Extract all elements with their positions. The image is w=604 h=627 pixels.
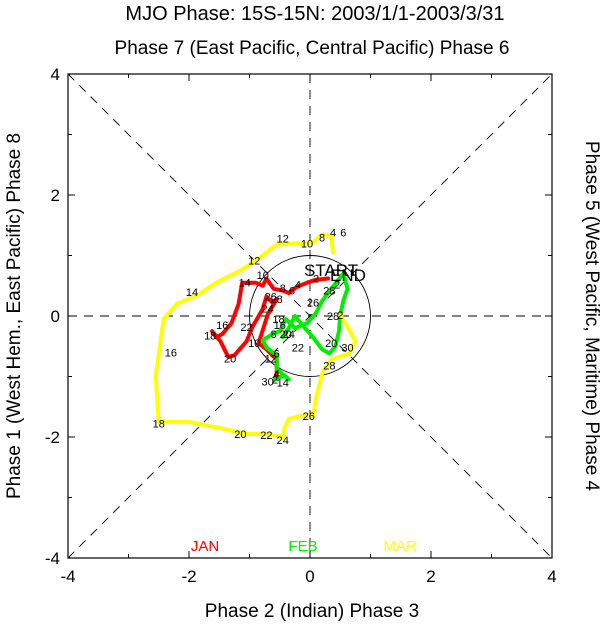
day-label-feb: 18 — [272, 314, 284, 326]
x-tick-label: 0 — [305, 567, 314, 586]
day-label-jan: 14 — [239, 278, 251, 290]
day-label-feb: 14 — [277, 378, 289, 390]
day-label-mar: 6 — [340, 228, 346, 240]
day-label-jan: 8 — [280, 283, 286, 295]
day-label-mar: 20 — [234, 429, 246, 441]
day-label-mar: 30 — [341, 343, 353, 355]
series-layer — [153, 232, 358, 439]
y-axis-label-right: Phase 5 (West Pacific, Maritime) Phase 4 — [581, 141, 602, 492]
x-tick-label: 4 — [547, 567, 556, 586]
diagonal-line-falling — [67, 73, 553, 559]
x-axis-ticks: -4 -2 0 2 4 — [60, 74, 557, 586]
legend: JAN FEB MAR — [191, 538, 417, 555]
day-label-jan: 12 — [248, 255, 260, 267]
day-label-feb: 16 — [274, 320, 286, 332]
x-tick-label: -2 — [181, 567, 196, 586]
day-label-mar: 28 — [327, 311, 339, 323]
day-label-mar: 20 — [325, 338, 337, 350]
phase-dividers — [67, 73, 553, 559]
plot-area: 2468101214161820222426283024681012141618… — [67, 73, 553, 559]
day-label-feb: 2 — [334, 280, 340, 292]
day-label-mar: 8 — [319, 232, 325, 244]
chart-title: MJO Phase: 15S-15N: 2003/1/1-2003/3/31 — [125, 3, 504, 25]
day-label-mar: 10 — [301, 238, 313, 250]
day-label-jan: 20 — [224, 353, 236, 365]
day-label-feb: 22 — [292, 343, 304, 355]
day-label-jan: 16 — [216, 320, 228, 332]
day-label-jan: 18 — [204, 330, 216, 342]
day-label-jan: 2 — [313, 274, 319, 286]
y-tick-label: 4 — [51, 65, 60, 84]
day-label-mar: 28 — [323, 361, 335, 373]
y-tick-label: 0 — [51, 307, 60, 326]
day-label-mar: 12 — [277, 234, 289, 246]
series-line-feb — [260, 271, 350, 382]
day-label-mar: 2 — [337, 310, 343, 322]
day-label-layer: 2468101214161820222426283024681012141618… — [153, 228, 354, 448]
y-tick-label: -4 — [45, 549, 60, 568]
day-label-jan: 4 — [295, 280, 301, 292]
day-label-feb: 20 — [280, 329, 292, 341]
day-label-mar: 16 — [165, 347, 177, 359]
legend-feb: FEB — [288, 538, 317, 555]
day-label-jan: 24 — [261, 304, 273, 316]
day-label-jan: 10 — [257, 270, 269, 282]
day-label-feb: 10 — [248, 338, 260, 350]
day-label-feb: 4 — [274, 369, 280, 381]
day-label-feb: 12 — [265, 353, 277, 365]
day-label-jan: 26 — [265, 292, 277, 304]
top-phase-label: Phase 7 (East Pacific, Central Pacific) … — [115, 38, 510, 59]
day-label-mar: 18 — [153, 419, 165, 431]
day-label-feb: 8 — [271, 329, 277, 341]
unit-circle — [249, 255, 371, 377]
start-label: START — [304, 261, 358, 280]
day-label-feb: 28 — [323, 286, 335, 298]
day-label-feb: 26 — [307, 298, 319, 310]
day-label-jan: 30 — [261, 376, 273, 388]
y-tick-label: -2 — [45, 428, 60, 447]
legend-jan: JAN — [191, 538, 219, 555]
day-label-mar: 14 — [186, 287, 198, 299]
day-label-mar: 22 — [260, 430, 272, 442]
day-label-mar: 4 — [330, 228, 336, 240]
x-tick-label: 2 — [426, 567, 435, 586]
day-label-jan: 28 — [271, 294, 283, 306]
y-tick-label: 2 — [51, 186, 60, 205]
y-axis-label-left: Phase 1 (West Hem., East Pacific) Phase … — [4, 133, 25, 499]
series-line-mar — [153, 232, 358, 439]
day-label-mar: 26 — [303, 411, 315, 423]
day-label-feb: 6 — [274, 349, 280, 361]
end-label: END — [330, 266, 366, 285]
day-label-feb: 24 — [283, 329, 295, 341]
day-label-jan: 22 — [240, 322, 252, 334]
series-line-jan — [210, 276, 331, 382]
day-label-mar: 24 — [277, 435, 289, 447]
day-label-feb: 2 — [272, 375, 278, 387]
x-axis-label: Phase 2 (Indian) Phase 3 — [205, 601, 419, 622]
x-tick-label: -4 — [60, 567, 75, 586]
day-label-jan: 6 — [289, 286, 295, 298]
legend-mar: MAR — [383, 538, 417, 555]
